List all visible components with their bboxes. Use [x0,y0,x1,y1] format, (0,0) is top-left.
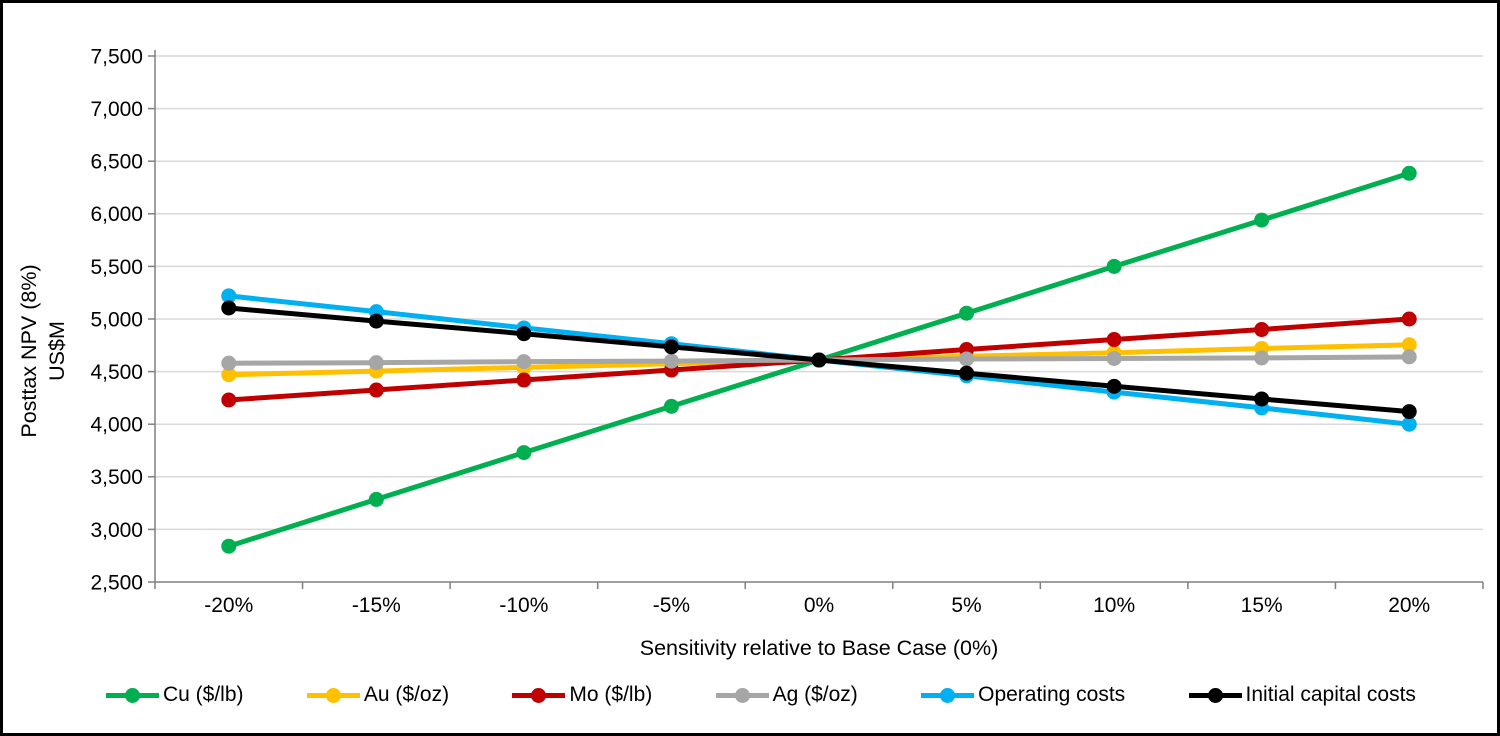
legend-marker-dot-icon [325,687,341,703]
data-point-initial-capital-costs [368,313,384,329]
legend-label: Operating costs [978,683,1126,706]
data-point-au-oz [1401,337,1417,353]
data-point-mo-lb [516,372,532,388]
data-point-cu-lb [1106,258,1122,274]
data-point-operating-costs [1401,416,1417,432]
data-point-initial-capital-costs [1106,378,1122,394]
x-tick-label: -5% [653,594,690,617]
data-point-mo-lb [1401,311,1417,327]
x-tick-label: 20% [1388,594,1430,617]
legend-label: Mo ($/lb) [569,683,653,706]
legend-item-au-oz: Au ($/oz) [306,683,450,707]
legend-marker-dot-icon [940,687,956,703]
data-point-operating-costs [221,288,237,304]
legend-item-initial-capital-costs: Initial capital costs [1188,683,1416,707]
data-point-cu-lb [516,445,532,461]
data-point-initial-capital-costs [663,339,679,355]
data-point-ag-oz [663,353,679,369]
data-point-cu-lb [1401,165,1417,181]
data-point-initial-capital-costs [959,365,975,381]
x-tick-label: 15% [1241,594,1283,617]
data-point-ag-oz [1401,349,1417,365]
data-point-initial-capital-costs [811,352,827,368]
y-axis-title-line2: US$M [45,321,69,381]
y-tick-label: 5,000 [90,308,143,331]
data-point-ag-oz [959,351,975,367]
legend-marker-icon [1188,687,1242,703]
legend-marker-icon [921,687,975,703]
legend-item-ag-oz: Ag ($/oz) [715,683,858,707]
data-point-ag-oz [368,355,384,371]
data-point-ag-oz [1254,350,1270,366]
data-point-mo-lb [221,392,237,408]
x-tick-label: -20% [204,594,253,617]
x-tick-label: -10% [499,594,548,617]
x-tick-label: -15% [352,594,401,617]
data-point-ag-oz [221,355,237,371]
data-point-cu-lb [368,491,384,507]
legend-marker-dot-icon [531,687,547,703]
chart-plot-area: 2,500 3,000 3,500 4,000 4,500 5,000 5,500 6,000… [90,45,1484,617]
x-tick-label: 0% [804,594,834,617]
data-point-cu-lb [1254,212,1270,228]
x-tick-label: 10% [1093,594,1135,617]
legend-item-cu-lb: Cu ($/lb) [106,683,244,707]
y-tick-label: 7,000 [90,98,143,121]
legend-label: Initial capital costs [1245,683,1416,706]
x-axis-title: Sensitivity relative to Base Case (0%) [639,636,999,660]
data-point-cu-lb [959,305,975,321]
legend-label: Au ($/oz) [363,683,450,706]
legend-marker-dot-icon [125,687,140,703]
data-point-au-oz [221,367,237,383]
y-axis-title-line1: Posttax NPV (8%) [17,264,41,438]
y-tick-label: 6,000 [90,203,143,226]
data-point-initial-capital-costs [516,326,532,342]
data-point-mo-lb [1254,322,1270,338]
y-tick-label: 7,500 [90,45,143,68]
y-tick-label: 5,500 [90,256,143,279]
data-point-initial-capital-costs [1401,404,1417,420]
y-tick-label: 3,000 [90,519,143,542]
legend-marker-icon [106,687,159,703]
legend-label: Cu ($/lb) [163,683,244,706]
data-point-initial-capital-costs [1254,391,1270,407]
legend-item-mo-lb: Mo ($/lb) [512,683,652,707]
legend-item-operating-costs: Operating costs [921,683,1125,707]
legend-marker-icon [306,687,360,703]
data-point-mo-lb [368,382,384,398]
y-tick-label: 6,500 [90,151,143,174]
legend-marker-dot-icon [1207,687,1223,703]
data-point-ag-oz [1106,350,1122,366]
data-point-cu-lb [663,398,679,414]
legend-marker-dot-icon [734,687,750,703]
y-tick-label: 2,500 [90,571,143,594]
legend-marker-icon [512,687,566,703]
data-point-mo-lb [1106,332,1122,348]
y-tick-label: 3,500 [90,466,143,489]
legend-marker-icon [715,687,769,703]
y-tick-label: 4,000 [90,414,143,437]
data-point-ag-oz [516,354,532,370]
x-tick-label: 5% [951,594,981,617]
legend-label: Ag ($/oz) [772,683,858,706]
y-tick-label: 4,500 [90,361,143,384]
data-point-initial-capital-costs [221,300,237,316]
chart-legend: Cu ($/lb) Au ($/oz) Mo ($/lb) Ag ($/oz) Oper… [106,679,1416,711]
y-axis-title: Posttax NPV (8%) US$M [15,264,71,437]
data-point-cu-lb [221,538,237,554]
